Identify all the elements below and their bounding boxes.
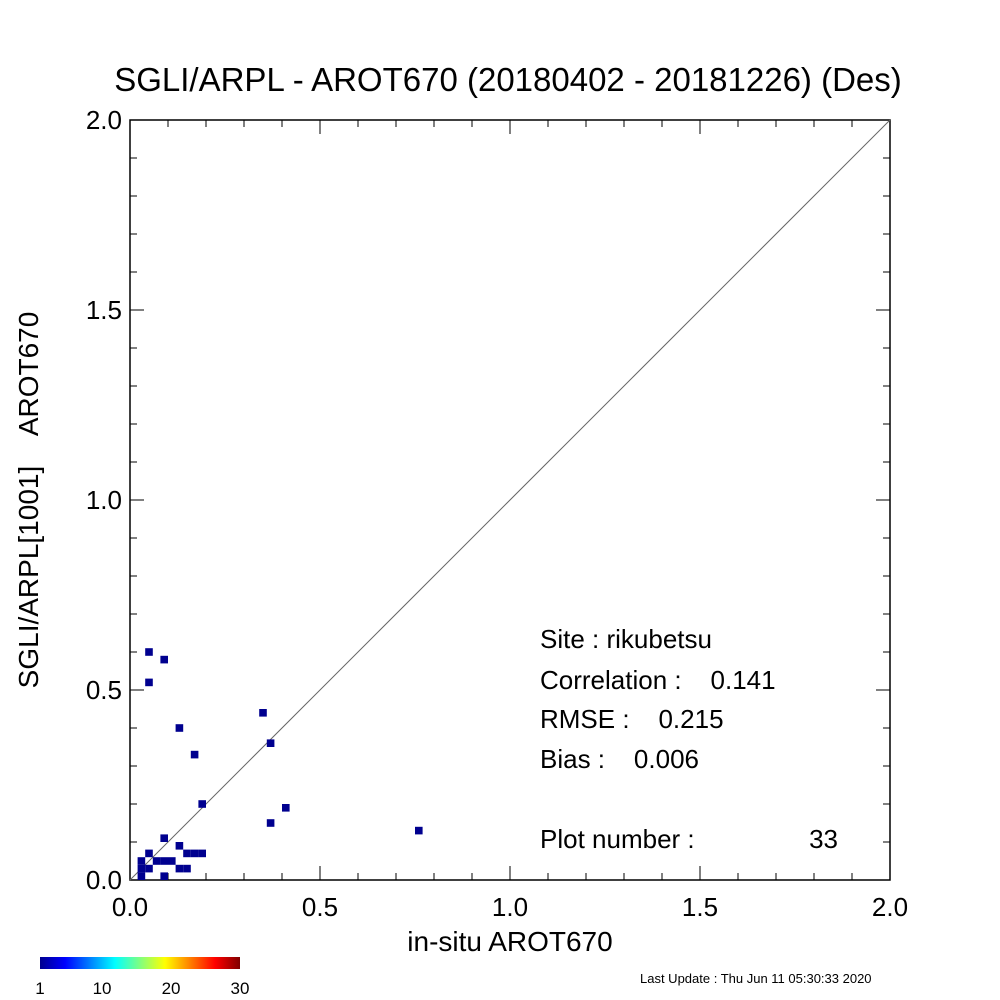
colorbar-tick-label: 1	[35, 979, 44, 998]
data-point	[190, 750, 199, 759]
chart-title: SGLI/ARPL - AROT670 (20180402 - 20181226…	[114, 61, 902, 98]
x-tick-label: 0.0	[112, 892, 148, 922]
stat-plot-number-value: 33	[809, 824, 838, 854]
colorbar-tick-labels: 1 10 20 30	[35, 979, 249, 998]
x-axis-label: in-situ AROT670	[407, 926, 612, 957]
one-to-one-line	[129, 119, 891, 881]
data-point	[198, 800, 206, 808]
stat-plot-number-label: Plot number :	[540, 824, 695, 854]
stat-rmse: RMSE : 0.215	[540, 704, 724, 734]
stat-site: Site : rikubetsu	[540, 624, 712, 654]
data-point	[183, 864, 191, 873]
stat-bias: Bias : 0.006	[540, 744, 699, 774]
colorbar-tick-label: 20	[162, 979, 181, 998]
data-point	[137, 864, 146, 873]
data-point	[160, 834, 168, 842]
colorbar: 1 10 20 30	[35, 957, 249, 998]
x-tick-label: 0.5	[302, 892, 338, 922]
x-tick-label: 1.5	[682, 892, 718, 922]
data-point	[137, 872, 146, 880]
statistics-panel: Site : rikubetsu Correlation : 0.141 RMS…	[540, 624, 838, 854]
last-update-text: Last Update : Thu Jun 11 05:30:33 2020	[640, 971, 872, 986]
data-point	[145, 864, 153, 873]
data-point	[160, 655, 168, 664]
y-axis-label: SGLI/ARPL[1001] AROT670	[13, 312, 44, 689]
y-tick-label: 0.0	[86, 865, 122, 895]
data-point	[152, 857, 161, 865]
data-point	[282, 804, 290, 812]
data-point	[259, 709, 267, 717]
data-point	[175, 724, 184, 732]
y-tick-labels: 0.0 0.5 1.0 1.5 2.0	[86, 105, 122, 895]
y-tick-label: 2.0	[86, 105, 122, 135]
data-point	[160, 857, 168, 865]
data-point	[145, 648, 153, 656]
data-point	[168, 857, 176, 865]
data-point	[145, 849, 153, 858]
colorbar-tick-label: 30	[231, 979, 250, 998]
data-point	[175, 864, 184, 873]
plot-axes	[129, 119, 891, 881]
data-point	[175, 842, 184, 850]
stat-correlation: Correlation : 0.141	[540, 665, 776, 695]
colorbar-tick-label: 10	[93, 979, 112, 998]
data-point	[137, 857, 146, 865]
x-tick-labels: 0.0 0.5 1.0 1.5 2.0	[112, 892, 908, 922]
data-point	[266, 819, 275, 827]
data-point	[190, 849, 199, 858]
data-point	[160, 872, 168, 880]
data-point	[183, 849, 191, 858]
y-tick-label: 1.0	[86, 485, 122, 515]
data-point	[415, 826, 423, 835]
data-point	[198, 849, 206, 858]
y-tick-label: 1.5	[86, 295, 122, 325]
data-points	[137, 648, 423, 880]
x-tick-label: 1.0	[492, 892, 528, 922]
x-tick-label: 2.0	[872, 892, 908, 922]
colorbar-gradient	[40, 957, 240, 969]
y-tick-label: 0.5	[86, 675, 122, 705]
data-point	[145, 678, 153, 687]
data-point	[266, 739, 275, 747]
